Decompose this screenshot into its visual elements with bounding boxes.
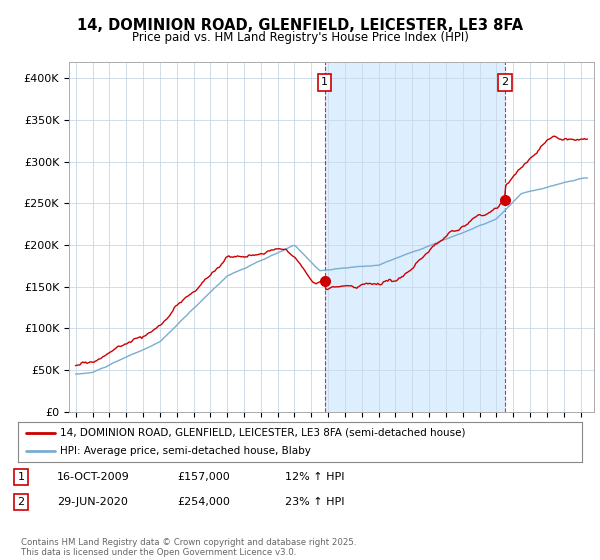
Text: 1: 1 [17,472,25,482]
Text: 1: 1 [321,77,328,87]
Text: 2: 2 [501,77,508,87]
Text: £157,000: £157,000 [177,472,230,482]
Text: Price paid vs. HM Land Registry's House Price Index (HPI): Price paid vs. HM Land Registry's House … [131,31,469,44]
Text: 14, DOMINION ROAD, GLENFIELD, LEICESTER, LE3 8FA: 14, DOMINION ROAD, GLENFIELD, LEICESTER,… [77,18,523,33]
Text: Contains HM Land Registry data © Crown copyright and database right 2025.
This d: Contains HM Land Registry data © Crown c… [21,538,356,557]
Text: 23% ↑ HPI: 23% ↑ HPI [285,497,344,507]
Text: 16-OCT-2009: 16-OCT-2009 [57,472,130,482]
Text: 29-JUN-2020: 29-JUN-2020 [57,497,128,507]
Text: HPI: Average price, semi-detached house, Blaby: HPI: Average price, semi-detached house,… [60,446,311,456]
Bar [325,62,505,412]
Text: 12% ↑ HPI: 12% ↑ HPI [285,472,344,482]
Text: 14, DOMINION ROAD, GLENFIELD, LEICESTER, LE3 8FA (semi-detached house): 14, DOMINION ROAD, GLENFIELD, LEICESTER,… [60,428,466,437]
Text: 2: 2 [17,497,25,507]
Text: £254,000: £254,000 [177,497,230,507]
